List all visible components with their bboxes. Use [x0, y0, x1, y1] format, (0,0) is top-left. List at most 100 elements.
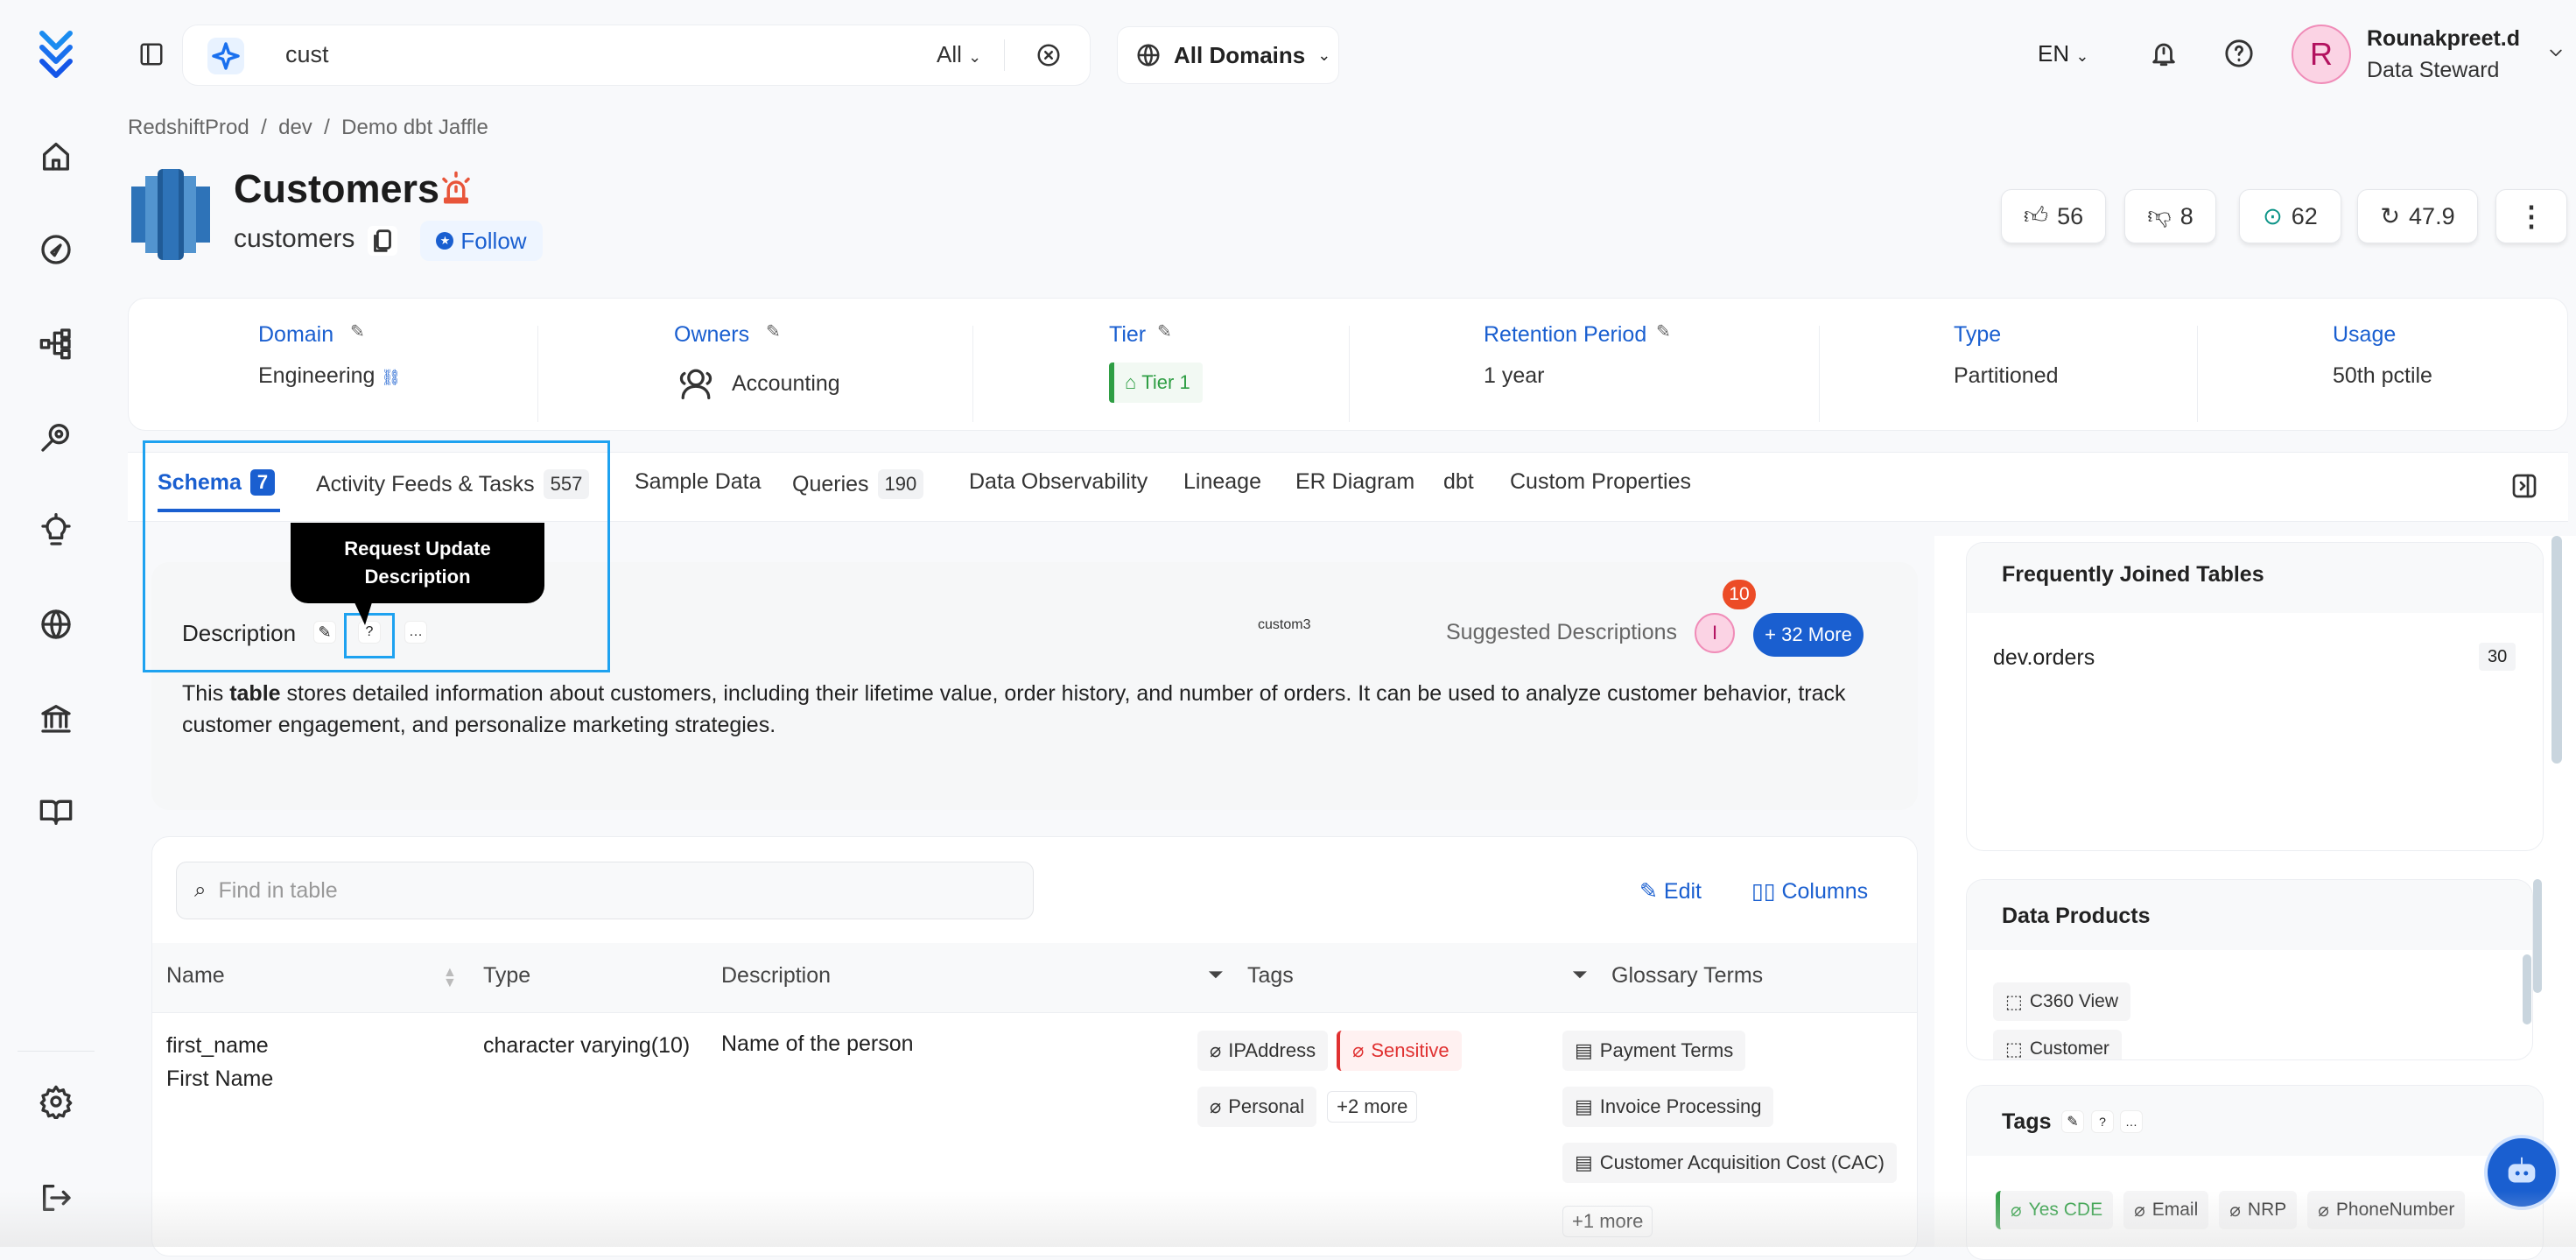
sidebar-toggle-icon[interactable] [138, 41, 165, 67]
search-input[interactable]: cust [285, 41, 329, 67]
followers-button[interactable]: ⊙ 62 [2239, 189, 2341, 243]
like-button[interactable]: 👍︎ 56 [2001, 189, 2106, 243]
suggestion-avatar[interactable]: I [1695, 613, 1735, 653]
governance-icon[interactable] [39, 700, 74, 736]
request-tags-icon[interactable]: ? [2091, 1110, 2114, 1133]
notification-bell-icon[interactable] [2149, 37, 2179, 70]
search-box[interactable] [182, 25, 1091, 86]
edit-owners-icon[interactable]: ✎ [766, 322, 781, 341]
user-menu-chevron-icon[interactable] [2547, 44, 2565, 61]
find-in-table-input[interactable]: ⌕ Find in table [176, 862, 1034, 919]
tab-schema[interactable]: Schema 7 [158, 469, 276, 496]
tags-conversation-icon[interactable]: … [2120, 1110, 2143, 1133]
tag-chip[interactable]: ⌀ Personal [1197, 1087, 1317, 1127]
tag-chip-sensitive[interactable]: ⌀ Sensitive [1337, 1031, 1462, 1071]
owner-value[interactable]: Accounting [732, 371, 840, 396]
tag-chip[interactable]: ⌀ IPAddress [1197, 1031, 1329, 1071]
data-product-chip[interactable]: ⬚ Customer [1993, 1030, 2122, 1059]
insights-icon[interactable] [39, 513, 74, 548]
tab-label: Lineage [1183, 469, 1261, 494]
logout-icon[interactable] [39, 1180, 74, 1215]
column-header-name[interactable]: Name [166, 963, 225, 988]
glossary-chip[interactable]: ▤ Payment Terms [1562, 1031, 1746, 1071]
clear-search-icon[interactable] [1035, 42, 1062, 68]
glossary-filter-icon[interactable]: ⏷ [1572, 963, 1588, 985]
more-tags-button[interactable]: +2 more [1327, 1091, 1418, 1123]
user-name[interactable]: Rounakpreet.d [2367, 26, 2521, 51]
dislike-button[interactable]: 👎︎ 8 [2124, 189, 2216, 243]
alert-siren-icon[interactable] [438, 170, 474, 207]
help-icon[interactable] [2224, 39, 2254, 68]
conversation-icon[interactable]: … [404, 621, 427, 644]
data-products-card [1966, 879, 2533, 1060]
right-panel-scrollbar[interactable] [2551, 536, 2562, 764]
tag-chip-cde[interactable]: ⌀ Yes CDE [1996, 1191, 2114, 1229]
edit-domain-icon[interactable]: ✎ [350, 322, 365, 341]
column-name[interactable]: first_name [166, 1033, 269, 1058]
glossary-chip[interactable]: ▤ Invoice Processing [1562, 1087, 1774, 1127]
glossary-icon[interactable] [39, 794, 74, 829]
column-description: Name of the person [721, 1031, 914, 1056]
search-scope-dropdown[interactable]: All ⌄ [937, 41, 981, 68]
chatbot-button[interactable] [2484, 1135, 2559, 1210]
tab-label: Custom Properties [1510, 469, 1692, 494]
avatar[interactable]: R [2292, 25, 2351, 84]
suggestion-count-badge: 10 [1723, 580, 1756, 609]
tag-label: Email [2151, 1200, 2199, 1220]
observability-icon[interactable] [39, 419, 74, 454]
tab-label: Data Observability [969, 469, 1148, 494]
tab-dbt[interactable]: dbt [1443, 469, 1474, 495]
edit-tier-icon[interactable]: ✎ [1157, 322, 1172, 341]
products-inner-scrollbar[interactable] [2523, 954, 2531, 1024]
glossary-chip[interactable]: ▤ Customer Acquisition Cost (CAC) [1562, 1143, 1898, 1183]
glossary-label: Customer Acquisition Cost (CAC) [1599, 1151, 1885, 1173]
tab-queries[interactable]: Queries 190 [792, 469, 924, 499]
tag-chip[interactable]: ⌀ NRP [2219, 1191, 2298, 1229]
breadcrumb-item[interactable]: dev [278, 116, 312, 139]
columns-button[interactable]: ▯▯ Columns [1751, 878, 1868, 905]
explore-icon[interactable] [39, 232, 74, 267]
app-logo[interactable] [35, 26, 77, 82]
ai-sparkle-icon[interactable] [207, 38, 244, 74]
tag-label: PhoneNumber [2335, 1200, 2455, 1220]
follow-button[interactable]: ★ Follow [420, 221, 543, 261]
settings-icon[interactable] [39, 1084, 74, 1119]
data-product-chip[interactable]: ⬚ C360 View [1993, 982, 2131, 1021]
tab-data-observability[interactable]: Data Observability [969, 469, 1148, 495]
domain-value[interactable]: Engineering ⛓ [258, 363, 401, 389]
lineage-icon[interactable] [39, 326, 74, 361]
tab-label: dbt [1443, 469, 1474, 494]
joined-table-link[interactable]: dev.orders [1993, 645, 2095, 670]
tags-filter-icon[interactable]: ⏷ [1208, 963, 1224, 985]
tab-lineage[interactable]: Lineage [1183, 469, 1261, 495]
tab-sample-data[interactable]: Sample Data [635, 469, 762, 495]
domains-icon[interactable] [39, 607, 74, 642]
home-icon[interactable] [39, 138, 74, 173]
tab-custom-properties[interactable]: Custom Properties [1510, 469, 1691, 495]
info-divider [537, 326, 538, 422]
sort-icon[interactable]: ▲ ▼ [443, 965, 457, 990]
version-button[interactable]: ↻ 47.9 [2357, 189, 2478, 243]
column-header-glossary: Glossary Terms [1611, 963, 1764, 988]
edit-retention-icon[interactable]: ✎ [1656, 322, 1671, 341]
domains-dropdown[interactable]: All Domains ⌄ [1117, 26, 1339, 84]
breadcrumb-item[interactable]: Demo dbt Jaffle [341, 116, 488, 139]
tag-chip[interactable]: ⌀ Email [2123, 1191, 2209, 1229]
package-icon: ⬚ [2005, 991, 2023, 1012]
language-dropdown[interactable]: EN ⌄ [2038, 40, 2088, 67]
products-scrollbar[interactable] [2533, 879, 2542, 993]
edit-tags-icon[interactable]: ✎ [2061, 1110, 2084, 1133]
tab-er-diagram[interactable]: ER Diagram [1295, 469, 1414, 495]
tab-activity-feeds[interactable]: Activity Feeds & Tasks 557 [316, 469, 590, 499]
more-glossary-button[interactable]: +1 more [1562, 1206, 1653, 1237]
collapse-panel-icon[interactable] [2510, 472, 2538, 500]
edit-description-icon[interactable]: ✎ [313, 621, 336, 644]
copy-icon[interactable] [368, 226, 397, 256]
more-options-button[interactable]: ⋮ [2495, 189, 2567, 243]
more-suggestions-button[interactable]: + 32 More [1753, 613, 1864, 657]
tier-tag[interactable]: ⌂ Tier 1 [1109, 363, 1203, 403]
tag-chip[interactable]: ⌀ PhoneNumber [2307, 1191, 2466, 1229]
edit-columns-button[interactable]: ✎ Edit [1639, 878, 1702, 905]
column-header-type: Type [483, 963, 531, 988]
breadcrumb-item[interactable]: RedshiftProd [128, 116, 249, 139]
